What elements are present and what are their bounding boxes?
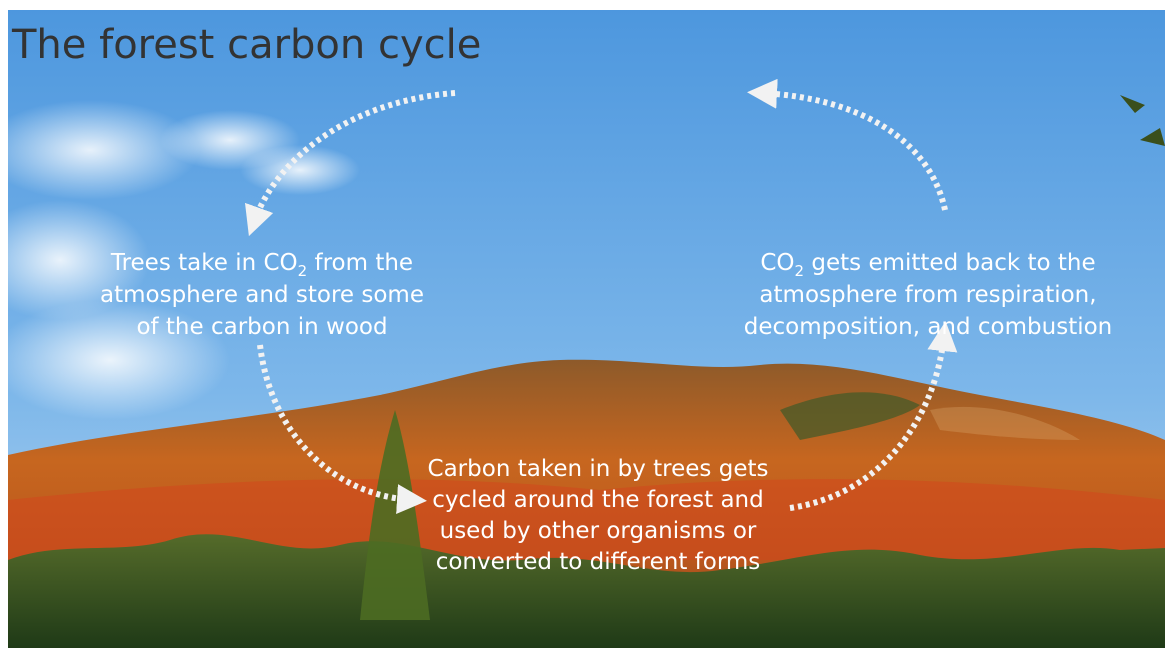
photo [8, 10, 1165, 648]
arrow [747, 78, 948, 211]
label-line: decomposition, and combustion [744, 314, 1113, 340]
forest [8, 534, 1165, 648]
arrow [257, 344, 427, 515]
label-line: atmosphere and store some [100, 282, 424, 308]
label-text: CO [760, 250, 794, 276]
label-text: atmosphere and store some [100, 282, 424, 308]
arrow [789, 321, 958, 511]
cycle-arrows [245, 78, 958, 515]
label-text: cycled around the forest and [432, 487, 763, 513]
label-text: converted to different forms [436, 549, 761, 575]
label-line: converted to different forms [436, 549, 761, 575]
label-text: used by other organisms or [440, 518, 757, 544]
label-line: atmosphere from respiration, [759, 282, 1096, 308]
label-line: used by other organisms or [440, 518, 757, 544]
label-line: Trees take in CO2 from the [110, 250, 413, 280]
subscript: 2 [298, 262, 308, 280]
label-text: gets emitted back to the [804, 250, 1096, 276]
label-line: cycled around the forest and [432, 487, 763, 513]
label-line: Carbon taken in by trees gets [428, 456, 769, 482]
clouds [8, 100, 360, 420]
label-text: from the [307, 250, 413, 276]
label-line: of the carbon in wood [136, 314, 387, 340]
label-text: atmosphere from respiration, [759, 282, 1096, 308]
label-text: Trees take in CO [110, 250, 298, 276]
arrow [245, 90, 456, 237]
title: The forest carbon cycle [11, 22, 481, 68]
label-text: Carbon taken in by trees gets [428, 456, 769, 482]
label-text: of the carbon in wood [136, 314, 387, 340]
label-text: decomposition, and combustion [744, 314, 1113, 340]
label-line: CO2 gets emitted back to the [760, 250, 1095, 280]
subscript: 2 [795, 262, 805, 280]
